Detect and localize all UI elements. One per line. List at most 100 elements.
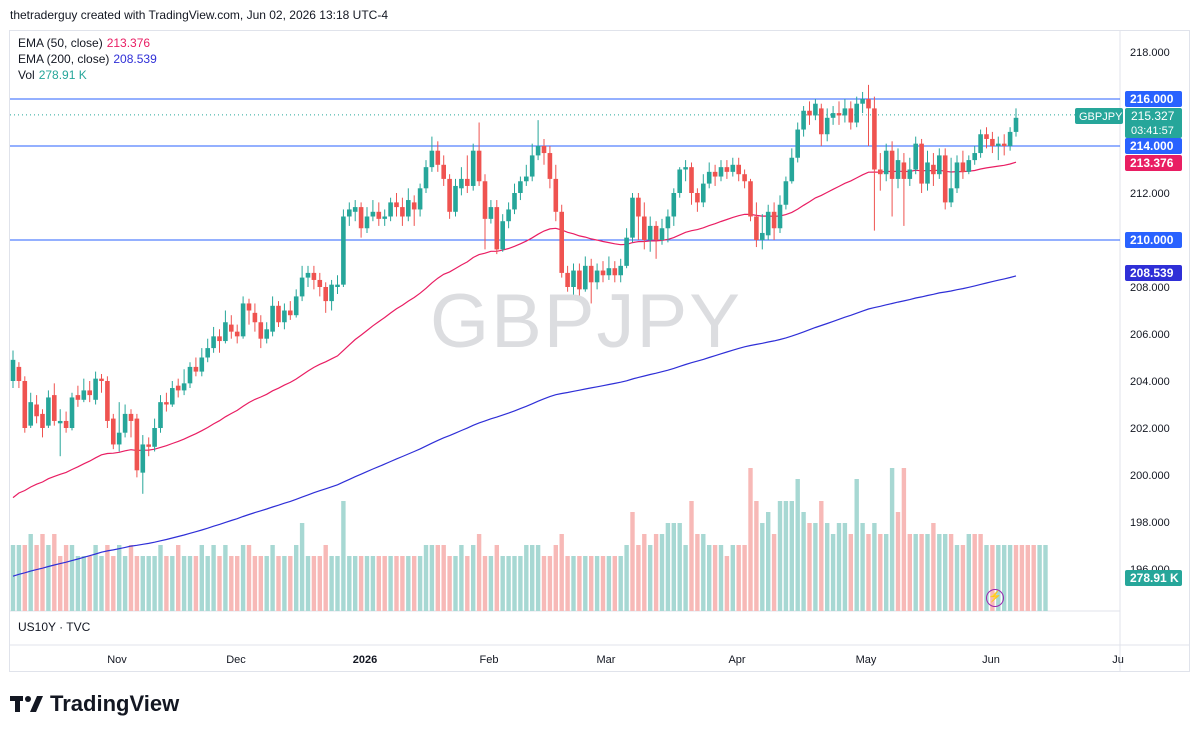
legend-ema200-label: EMA (200, close)	[18, 52, 110, 66]
volume-bar	[789, 501, 794, 611]
candle-body	[889, 150, 895, 179]
y-tick-label: 212.000	[1130, 188, 1170, 200]
lightning-boost-icon[interactable]: ⚡	[986, 589, 1004, 607]
symbol-watermark: GBPJPY	[430, 279, 742, 364]
candle-body	[282, 310, 287, 323]
volume-bar	[547, 556, 553, 611]
volume-bar	[406, 556, 411, 611]
candle	[801, 106, 806, 137]
volume-bar	[553, 545, 558, 611]
candle-body	[972, 153, 977, 161]
candle	[276, 301, 281, 327]
candle-body	[270, 305, 275, 332]
candle-body	[913, 143, 918, 170]
candle-body	[229, 324, 234, 332]
candle-body	[223, 322, 228, 342]
candle-body	[52, 395, 57, 421]
candle-body	[518, 181, 523, 193]
volume-bar	[28, 534, 33, 611]
volume-bar	[984, 545, 989, 611]
volume-bar	[447, 556, 452, 611]
candle-body	[276, 305, 281, 323]
volume-bar	[364, 556, 370, 611]
candle	[901, 153, 907, 226]
ema200-line	[12, 275, 1017, 577]
level-216-badge-text: 216.000	[1130, 92, 1174, 106]
candle-body	[878, 169, 883, 175]
volume-bar	[990, 545, 995, 611]
legend-ema200[interactable]: EMA (200, close) 208.539	[18, 51, 157, 67]
candle	[754, 202, 759, 248]
volume-bar	[777, 501, 783, 611]
candle-body	[919, 143, 924, 184]
candle	[34, 395, 39, 424]
legend-volume[interactable]: Vol 278.91 K	[18, 67, 157, 83]
candle	[512, 183, 517, 215]
volume-bar	[842, 523, 848, 611]
candle-body	[46, 397, 51, 426]
candle-body	[234, 331, 240, 337]
candle-body	[370, 211, 376, 217]
candle	[996, 136, 1001, 161]
candle-body	[630, 197, 635, 238]
candle	[329, 279, 334, 311]
candle	[105, 376, 110, 428]
candle-body	[583, 265, 588, 290]
volume-bar	[52, 534, 57, 611]
candle	[819, 103, 824, 146]
candle	[742, 169, 747, 189]
candle-body	[642, 216, 647, 240]
candle-body	[293, 296, 299, 316]
candle-body	[571, 270, 576, 287]
volume-bar	[730, 545, 735, 611]
candle-body	[736, 164, 741, 175]
volume-bar	[276, 556, 281, 611]
candle	[966, 155, 972, 175]
candle	[211, 326, 216, 353]
candle-body	[211, 336, 216, 349]
candle	[170, 381, 175, 407]
volume-bar	[299, 523, 305, 611]
candle	[116, 402, 122, 452]
volume-bar	[1019, 545, 1025, 611]
candle	[69, 392, 75, 431]
volume-bar	[524, 545, 529, 611]
volume-bar	[866, 534, 871, 611]
candle-body	[258, 322, 264, 339]
candle	[347, 202, 352, 226]
volume-bar	[701, 534, 706, 611]
volume-bar	[311, 556, 317, 611]
candle	[52, 383, 57, 426]
volume-bar	[972, 534, 977, 611]
candle-body	[996, 143, 1001, 146]
candle-body	[836, 113, 842, 116]
volume-bar	[317, 556, 322, 611]
candle	[240, 296, 246, 339]
volume-bar	[659, 534, 665, 611]
symbol-badge-text: GBPJPY	[1079, 111, 1123, 123]
candle-body	[712, 171, 718, 177]
y-tick-label: 202.000	[1130, 423, 1170, 435]
candle-body	[447, 178, 452, 212]
candle-body	[695, 193, 700, 203]
volume-bar	[530, 545, 535, 611]
volume-bar	[305, 556, 311, 611]
volume-bar	[465, 556, 470, 611]
candle	[954, 155, 960, 193]
candle	[175, 378, 181, 398]
candle-body	[146, 444, 151, 447]
candle	[122, 404, 128, 438]
volume-bar	[10, 545, 16, 611]
volume-bar	[1037, 545, 1042, 611]
volume-bar	[559, 534, 564, 611]
volume-bar	[895, 512, 901, 611]
volume-bar	[996, 545, 1001, 611]
candle-body	[866, 99, 871, 109]
candle-body	[240, 303, 246, 337]
volume-bar	[807, 523, 812, 611]
candle-body	[217, 336, 222, 342]
candle	[465, 155, 470, 193]
legend-ema50[interactable]: EMA (50, close) 213.376	[18, 35, 157, 51]
volume-bar	[358, 556, 364, 611]
